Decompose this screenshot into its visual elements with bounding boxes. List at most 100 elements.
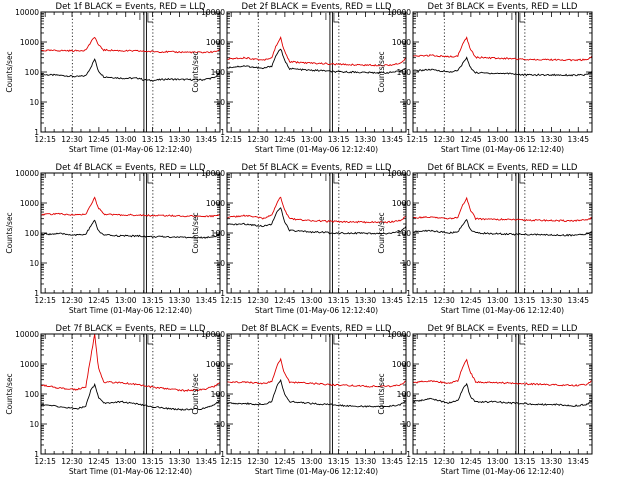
series-line-events [412, 382, 593, 407]
y-tick-label: 1000 [20, 360, 39, 369]
y-axis-label: Counts/sec [5, 212, 14, 253]
chart-title: Det 8f BLACK = Events, RED = LLD [242, 324, 392, 334]
y-axis-label: Counts/sec [191, 373, 200, 414]
x-tick-label: 13:45 [567, 135, 589, 144]
y-tick-label: 1 [406, 289, 411, 298]
chart-panel-9: Det 9f BLACK = Events, RED = LLD Counts/s… [377, 324, 593, 476]
y-tick-label: 1 [406, 450, 411, 459]
x-tick-label: 13:00 [115, 296, 137, 305]
series-line-lld [226, 36, 407, 67]
x-tick-label: 12:30 [61, 457, 83, 466]
x-tick-label: 12:45 [274, 296, 296, 305]
marker-flag [333, 13, 339, 23]
x-tick-label: 13:15 [514, 296, 536, 305]
x-tick-label: 12:45 [460, 135, 482, 144]
chart-panel-5: Det 5f BLACK = Events, RED = LLD Counts/s… [191, 163, 407, 315]
x-tick-label: 13:00 [487, 457, 509, 466]
y-tick-label: 1000 [206, 360, 225, 369]
x-tick-label: 13:30 [169, 296, 191, 305]
y-tick-label: 1 [220, 450, 225, 459]
x-tick-label: 13:00 [301, 135, 323, 144]
x-tick-label: 12:30 [247, 296, 269, 305]
marker-flag [147, 335, 153, 345]
x-tick-label: 12:15 [34, 135, 56, 144]
y-tick-label: 10 [29, 259, 39, 268]
marker-flag [147, 174, 153, 184]
series-line-events [226, 378, 407, 408]
y-tick-label: 1000 [20, 38, 39, 47]
y-axis-label: Counts/sec [377, 51, 386, 92]
x-tick-label: 13:15 [514, 457, 536, 466]
plot-frame [226, 333, 407, 455]
x-axis-label: Start Time (01-May-06 12:12:40) [441, 145, 564, 154]
x-tick-label: 12:45 [274, 457, 296, 466]
x-tick-label: 12:45 [274, 135, 296, 144]
series-line-lld [412, 196, 593, 223]
y-tick-label: 100 [397, 68, 412, 77]
x-tick-label: 13:30 [541, 296, 563, 305]
chart-panel-4: Det 4f BLACK = Events, RED = LLD Counts/s… [5, 163, 221, 315]
x-tick-label: 12:30 [433, 457, 455, 466]
chart-panel-1: Det 1f BLACK = Events, RED = LLD Counts/s… [5, 2, 221, 154]
series-line-lld [40, 196, 221, 218]
x-tick-label: 13:45 [195, 135, 217, 144]
marker-flag [333, 174, 339, 184]
x-tick-label: 12:15 [406, 135, 428, 144]
chart-title: Det 7f BLACK = Events, RED = LLD [56, 324, 206, 334]
y-axis-label: Counts/sec [191, 212, 200, 253]
series-line-lld [412, 358, 593, 387]
x-axis-label: Start Time (01-May-06 12:12:40) [69, 467, 192, 476]
x-tick-label: 13:00 [301, 296, 323, 305]
x-tick-label: 12:30 [61, 296, 83, 305]
x-tick-label: 12:15 [406, 457, 428, 466]
x-axis-label: Start Time (01-May-06 12:12:40) [69, 306, 192, 315]
series-line-events [412, 56, 593, 77]
x-tick-label: 13:15 [142, 296, 164, 305]
y-tick-label: 100 [25, 68, 40, 77]
series-line-events [226, 207, 407, 235]
y-tick-label: 1 [34, 450, 39, 459]
chart-title: Det 5f BLACK = Events, RED = LLD [242, 163, 392, 173]
x-tick-label: 12:30 [61, 135, 83, 144]
x-tick-label: 13:15 [142, 135, 164, 144]
series-line-lld [40, 36, 221, 54]
x-tick-label: 13:15 [328, 296, 350, 305]
x-axis-label: Start Time (01-May-06 12:12:40) [255, 467, 378, 476]
x-axis-label: Start Time (01-May-06 12:12:40) [441, 306, 564, 315]
x-tick-label: 12:45 [460, 457, 482, 466]
y-tick-label: 100 [397, 390, 412, 399]
series-line-lld [412, 36, 593, 62]
x-tick-label: 13:15 [328, 457, 350, 466]
y-tick-label: 1 [34, 289, 39, 298]
y-tick-label: 10 [29, 98, 39, 107]
x-tick-label: 13:30 [169, 457, 191, 466]
x-tick-label: 13:30 [541, 457, 563, 466]
x-tick-label: 13:45 [195, 296, 217, 305]
y-tick-label: 10 [401, 420, 411, 429]
chart-title: Det 4f BLACK = Events, RED = LLD [56, 163, 206, 173]
x-tick-label: 12:15 [406, 296, 428, 305]
y-tick-label: 10000 [387, 8, 411, 17]
series-line-lld [226, 196, 407, 224]
series-line-events [40, 382, 220, 412]
x-tick-label: 13:00 [115, 457, 137, 466]
y-tick-label: 10000 [15, 8, 39, 17]
y-tick-label: 1000 [206, 199, 225, 208]
x-tick-label: 13:15 [328, 135, 350, 144]
x-tick-label: 13:30 [541, 135, 563, 144]
x-axis-label: Start Time (01-May-06 12:12:40) [69, 145, 192, 154]
series-line-lld [40, 333, 221, 393]
y-tick-label: 1000 [392, 360, 411, 369]
plot-frame [412, 11, 593, 133]
chart-title: Det 2f BLACK = Events, RED = LLD [242, 2, 392, 12]
y-tick-label: 10000 [201, 169, 225, 178]
x-tick-label: 13:00 [115, 135, 137, 144]
y-tick-label: 10 [401, 98, 411, 107]
y-tick-label: 100 [211, 390, 226, 399]
y-tick-label: 1000 [392, 38, 411, 47]
y-tick-label: 1 [220, 128, 225, 137]
y-tick-label: 1 [406, 128, 411, 137]
x-tick-label: 12:45 [88, 135, 110, 144]
plot-frame [40, 11, 221, 133]
y-axis-label: Counts/sec [5, 373, 14, 414]
